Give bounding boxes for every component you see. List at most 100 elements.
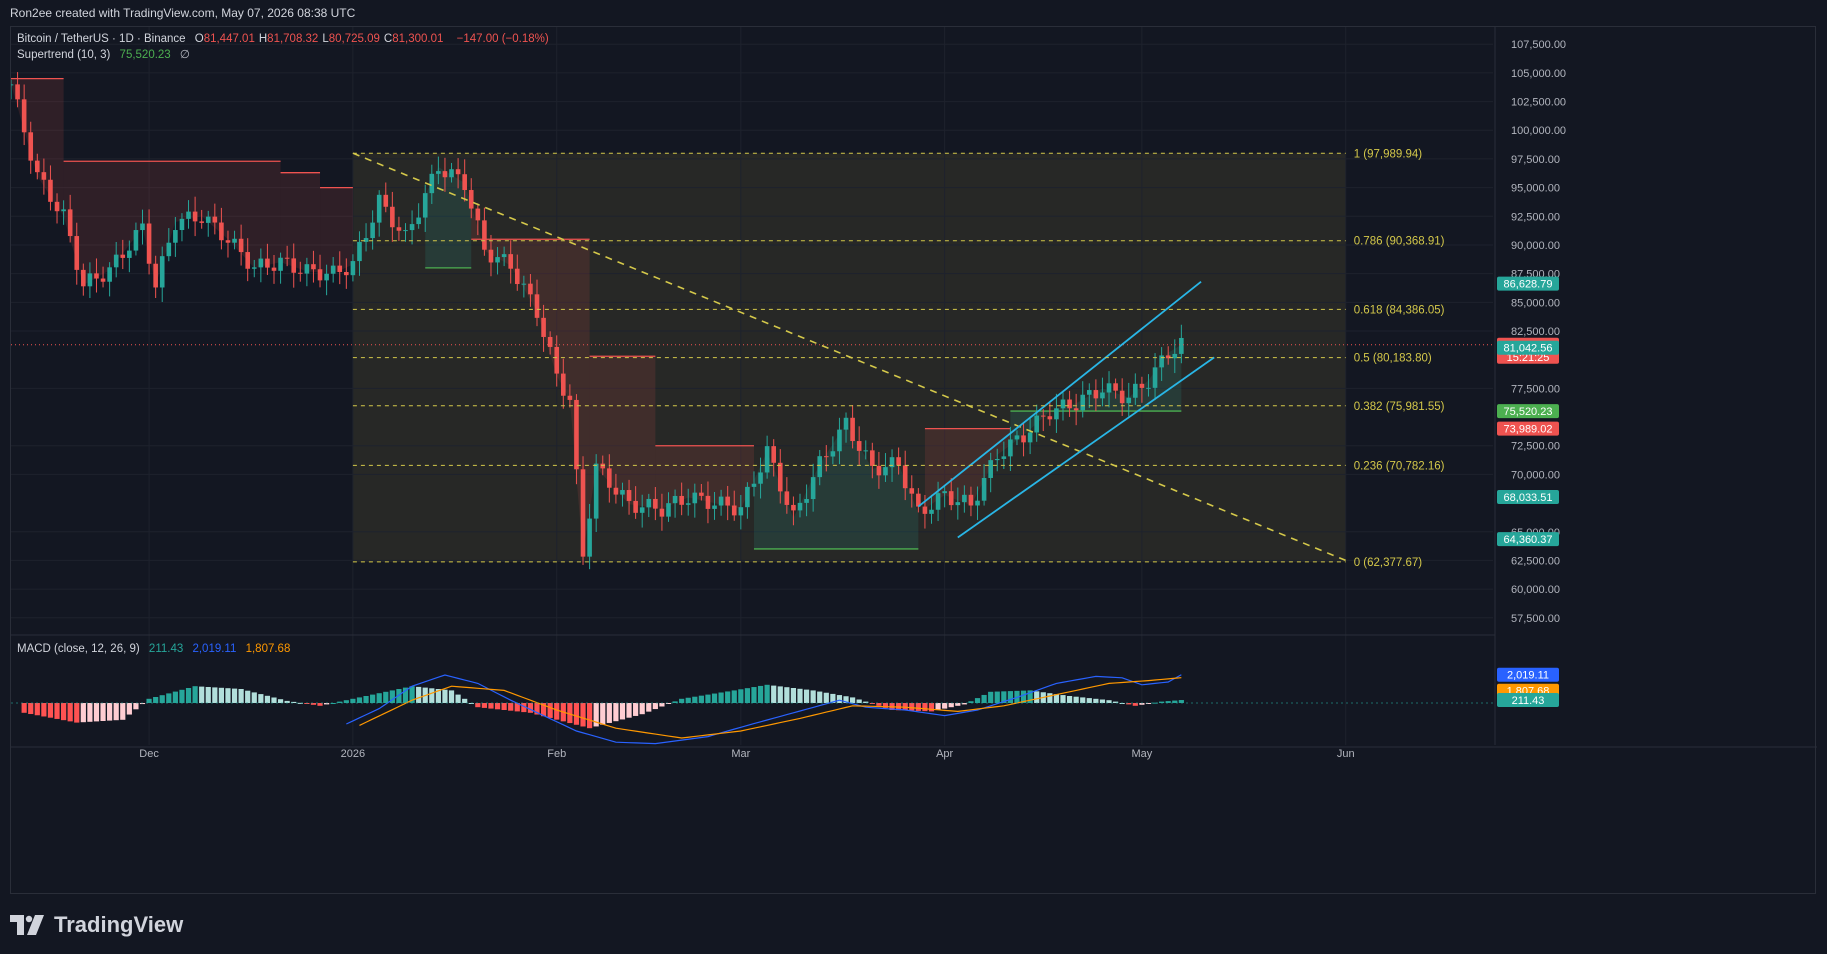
candle-body — [488, 249, 494, 263]
macd-histogram-bar — [409, 686, 415, 703]
candle-body — [843, 417, 849, 430]
macd-histogram-bar — [718, 692, 724, 703]
candle-body — [390, 206, 395, 228]
candle-body — [975, 500, 980, 506]
candle-body — [777, 462, 783, 492]
candle-body — [245, 252, 250, 269]
candle-body — [1047, 416, 1053, 420]
macd-histogram-bar — [514, 703, 520, 712]
candle-body — [238, 238, 244, 253]
candle-body — [929, 509, 934, 514]
macd-histogram-bar — [540, 703, 547, 717]
macd-histogram-bar — [120, 703, 126, 720]
supertrend-value: 75,520.23 — [119, 49, 171, 61]
price-tag-label: 73,989.02 — [1504, 424, 1553, 436]
macd-histogram-bar — [1034, 691, 1040, 703]
macd-histogram-bar — [751, 687, 757, 703]
candle-body — [100, 278, 106, 282]
macd-tag-label: 2,019.11 — [1507, 670, 1549, 682]
fib-level-label: 0.786 (90,368.91) — [1354, 236, 1445, 248]
macd-histogram-bar — [672, 701, 678, 703]
macd-histogram-bar — [47, 703, 54, 718]
macd-histogram-bar — [974, 698, 981, 703]
candle-body — [685, 503, 691, 505]
chart-canvas[interactable]: 1 (97,989.94) 0.786 (90,368.91) 0.618 (84,… — [11, 27, 1817, 895]
descending-trendline — [352, 152, 1347, 562]
macd-histogram-bar — [21, 703, 27, 713]
candle-body — [666, 503, 671, 517]
macd-histogram-bar — [264, 695, 271, 703]
candle-body — [659, 508, 665, 517]
candle-body — [1152, 367, 1158, 388]
candle-body — [1126, 397, 1132, 404]
candle-body — [173, 230, 178, 243]
candle-body — [146, 223, 152, 264]
candle-body — [593, 463, 599, 519]
candle-body — [1080, 394, 1086, 411]
candle-body — [409, 224, 415, 231]
candle-body — [541, 317, 546, 337]
candle-body — [251, 267, 257, 269]
candle-body — [574, 399, 579, 470]
fib-level-label: 0.382 (75,981.55) — [1354, 401, 1445, 413]
time-axis-label: Feb — [547, 748, 566, 760]
supertrend-up-fill — [425, 166, 472, 268]
candle-body — [311, 264, 316, 270]
candle-body — [324, 273, 329, 281]
candle-body — [159, 256, 165, 288]
candle-body — [699, 492, 704, 496]
macd-histogram-bar — [356, 697, 363, 703]
macd-histogram-bar — [573, 703, 580, 725]
macd-histogram-bar — [199, 686, 205, 703]
candle-body — [61, 209, 66, 212]
candle-body — [1073, 408, 1079, 411]
candle-body — [962, 494, 967, 503]
chart-credit: Ron2ee created with TradingView.com, May… — [10, 6, 356, 20]
macd-histogram-bar — [396, 689, 402, 703]
macd-signal-line — [359, 677, 1182, 739]
ohlc-l: L80,725.09 — [322, 33, 380, 45]
candle-body — [179, 218, 185, 231]
candle-body — [784, 491, 790, 505]
macd-histogram-bar — [784, 687, 790, 703]
candle-body — [363, 238, 369, 242]
macd-histogram-bar — [501, 703, 507, 710]
candle-body — [153, 263, 158, 288]
candle-body — [988, 460, 993, 478]
macd-histogram-bar — [1047, 693, 1053, 703]
macd-histogram-bar — [593, 703, 599, 727]
macd-histogram-bar — [711, 693, 718, 703]
candle-body — [376, 194, 382, 223]
candle-body — [15, 84, 20, 100]
macd-tag-label: 211.43 — [1512, 695, 1545, 707]
symbol-legend[interactable]: Bitcoin / TetherUS · 1D · Binance O81,44… — [17, 33, 555, 45]
macd-tag — [1497, 693, 1559, 708]
candle-body — [876, 465, 882, 476]
macd-histogram-bar — [935, 703, 941, 710]
candle-body — [186, 211, 191, 219]
macd-legend[interactable]: MACD (close, 12, 26, 9) 211.43 2,019.11 … — [17, 643, 296, 655]
fib-level-label: 0.236 (70,782.16) — [1354, 460, 1445, 472]
candle-body — [1100, 392, 1105, 399]
supertrend-up-fill — [753, 423, 919, 549]
macd-layer — [11, 674, 1495, 745]
macd-histogram-bar — [370, 694, 376, 703]
candle-body — [534, 294, 540, 318]
supertrend-legend[interactable]: Supertrend (10, 3) 75,520.23 ∅ — [17, 47, 196, 61]
candle-body — [357, 241, 362, 262]
macd-histogram-bar — [527, 703, 534, 713]
macd-histogram-bar — [343, 700, 349, 703]
macd-histogram-bar — [1080, 697, 1086, 703]
macd-histogram-bar — [928, 703, 935, 712]
macd-histogram-bar — [1099, 699, 1106, 703]
candle-body — [403, 230, 408, 232]
macd-histogram-bar — [757, 685, 764, 703]
macd-histogram-bar — [251, 692, 257, 703]
macd-histogram-bar — [139, 703, 146, 705]
macd-histogram-bar — [225, 688, 231, 703]
candle-body — [67, 209, 73, 237]
macd-histogram-bar — [1159, 701, 1165, 703]
candle-body — [199, 221, 204, 223]
chart-frame[interactable]: 1 (97,989.94) 0.786 (90,368.91) 0.618 (84,… — [10, 26, 1817, 895]
macd-histogram-bar — [817, 691, 823, 703]
